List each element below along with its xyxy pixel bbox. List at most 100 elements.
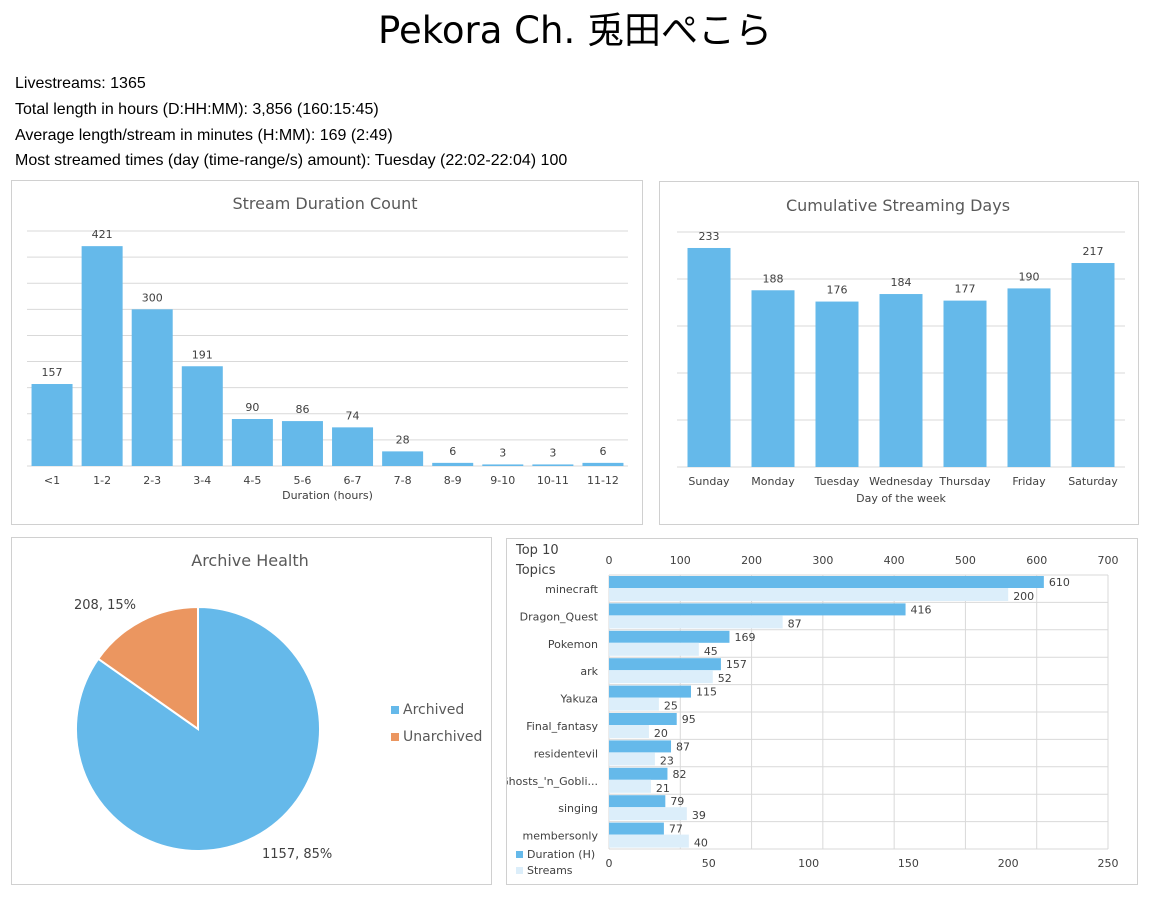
bar <box>609 603 906 616</box>
tick-label: 10-11 <box>537 474 569 487</box>
data-label: 79 <box>670 795 684 808</box>
bar <box>1071 263 1115 467</box>
bar <box>281 421 323 466</box>
tick-label: 100 <box>670 554 691 567</box>
bar <box>81 246 123 466</box>
topics-chart-panel: Top 10 Topics 0 100 200 300 400 500 600 700 0 50 100… <box>506 538 1138 885</box>
tick-label: 3-4 <box>193 474 211 487</box>
axis-label-x: Day of the week <box>856 492 946 505</box>
bar <box>181 366 223 466</box>
bar <box>609 615 783 629</box>
legend-entry: Unarchived <box>403 729 482 745</box>
data-label: 28 <box>396 433 410 446</box>
tick-label: 1-2 <box>93 474 111 487</box>
tick-label: Tuesday <box>814 475 860 488</box>
tick-label: 600 <box>1026 554 1047 567</box>
bar <box>432 462 474 466</box>
data-label: 86 <box>295 403 309 416</box>
tick-label: ark <box>580 665 598 678</box>
bar <box>609 795 666 808</box>
data-label: 191 <box>192 348 213 361</box>
legend-swatch <box>391 706 399 714</box>
data-label: 87 <box>788 617 802 630</box>
page-title: Pekora Ch. 兎田ぺこら <box>378 9 772 52</box>
stat-total-length: Total length in hours (D:HH:MM): 3,856 (… <box>15 101 379 118</box>
data-label: 188 <box>763 272 784 285</box>
stat-livestreams: Livestreams: 1365 <box>15 75 146 92</box>
bar <box>231 419 273 466</box>
days-chart-panel: Cumulative Streaming Days 233 Sunday 188 Mon… <box>659 181 1139 525</box>
tick-label: <1 <box>44 474 60 487</box>
legend-entry: Archived <box>403 702 464 718</box>
data-label: 3 <box>499 446 506 459</box>
data-label: 77 <box>669 823 683 836</box>
legend-swatch <box>516 867 523 874</box>
data-label: 610 <box>1049 576 1070 589</box>
tick-label: 2-3 <box>143 474 161 487</box>
data-label: 200 <box>1013 590 1034 603</box>
bar <box>131 309 173 466</box>
tick-label: 500 <box>955 554 976 567</box>
tick-label: 100 <box>798 857 819 870</box>
tick-label: 700 <box>1098 554 1119 567</box>
data-label: 169 <box>734 631 755 644</box>
bar <box>609 588 1009 601</box>
tick-label: Wednesday <box>869 475 933 488</box>
bar <box>609 822 664 835</box>
bar <box>582 462 624 466</box>
bar <box>609 713 677 725</box>
duration-chart: Stream Duration Count 157 <1 421 1-2 300 2-3 19… <box>27 194 628 502</box>
topics-chart: Top 10 Topics 0 100 200 300 400 500 600 700 0 50 100… <box>507 543 1119 877</box>
bar <box>687 247 731 467</box>
tick-label: Final_fantasy <box>526 720 598 733</box>
data-label: 23 <box>660 754 674 767</box>
bar <box>609 740 672 753</box>
tick-label: 7-8 <box>394 474 412 487</box>
tick-label: 6-7 <box>344 474 362 487</box>
bar <box>609 834 689 848</box>
bar <box>609 779 651 793</box>
tick-label: 250 <box>1098 857 1119 870</box>
bar <box>609 658 721 671</box>
bar <box>1007 288 1051 467</box>
bar <box>879 294 923 467</box>
data-label: 217 <box>1083 245 1104 258</box>
bar <box>532 464 574 466</box>
stat-most-streamed: Most streamed times (day (time-range/s) … <box>15 152 568 169</box>
data-label: 184 <box>891 276 912 289</box>
bar <box>609 767 668 780</box>
tick-label: Pokemon <box>548 638 598 651</box>
stat-average-length: Average length/stream in minutes (H:MM):… <box>15 127 393 144</box>
archive-chart-panel: Archive Health 1157, 85% 208, 15% Archived U… <box>11 537 492 885</box>
tick-label: Thursday <box>938 475 991 488</box>
data-label: 20 <box>654 727 668 740</box>
data-label: 416 <box>911 603 932 616</box>
tick-label: 11-12 <box>587 474 619 487</box>
days-chart: Cumulative Streaming Days 233 Sunday 188 Mon… <box>677 196 1125 505</box>
bar <box>332 427 374 466</box>
data-label: 157 <box>726 658 747 671</box>
chart-title: Archive Health <box>191 551 309 570</box>
chart-title: Cumulative Streaming Days <box>786 196 1010 215</box>
tick-label: 5-6 <box>293 474 311 487</box>
data-label: 421 <box>92 228 113 241</box>
data-label: 45 <box>704 645 718 658</box>
data-label: 233 <box>699 230 720 243</box>
data-label: 25 <box>664 700 678 713</box>
tick-label: 150 <box>898 857 919 870</box>
data-label: 208, 15% <box>74 598 136 613</box>
bar <box>609 725 649 738</box>
tick-label: 200 <box>998 857 1019 870</box>
tick-label: minecraft <box>545 583 599 596</box>
chart-title: Topics <box>515 563 556 578</box>
tick-label: singing <box>558 802 598 815</box>
bar <box>609 752 655 766</box>
data-label: 74 <box>346 409 360 422</box>
tick-label: 300 <box>812 554 833 567</box>
data-label: 90 <box>245 401 259 414</box>
bar <box>943 300 987 467</box>
data-label: 6 <box>599 445 606 458</box>
bar <box>609 685 691 698</box>
bar <box>751 290 795 467</box>
tick-label: residentevil <box>534 747 598 760</box>
